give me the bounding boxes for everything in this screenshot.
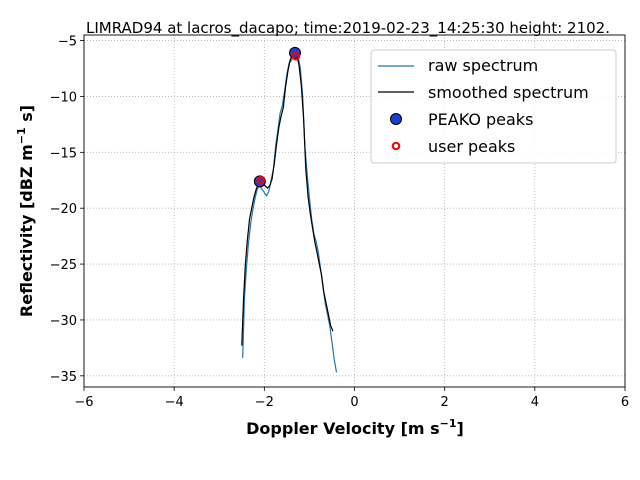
x-axis-label-end: ] — [457, 419, 464, 438]
legend-peako-peaks-swatch — [390, 113, 402, 125]
legend-peako-peaks-label: PEAKO peaks — [428, 110, 533, 129]
smoothed-spectrum-line — [241, 52, 334, 346]
x-tick-label: 0 — [350, 395, 358, 410]
x-tick-label: 4 — [531, 395, 539, 410]
y-tick-label: −30 — [50, 314, 77, 329]
x-axis-label-sup: −1 — [440, 417, 457, 430]
legend-user-peaks-swatch — [391, 141, 401, 151]
x-tick-label: 6 — [621, 395, 629, 410]
y-axis-label-sup: −1 — [15, 127, 28, 144]
x-tick-label: −6 — [74, 395, 93, 410]
y-axis-label-end: s] — [17, 105, 36, 127]
user-peaks-point — [291, 51, 301, 61]
y-tick-label: −15 — [50, 146, 77, 161]
y-tick-label: −10 — [50, 90, 77, 105]
y-tick-label: −35 — [50, 370, 77, 385]
legend-smoothed-spectrum-label: smoothed spectrum — [428, 83, 589, 102]
y-tick-label: −20 — [50, 202, 77, 217]
x-tick-label: −4 — [165, 395, 184, 410]
ticks: −6 −4 −2 0 2 4 6−35−30−25−20−15−10−5 — [50, 35, 630, 410]
x-axis-label: Doppler Velocity [m s−1] — [246, 417, 464, 438]
x-tick-label: 2 — [441, 395, 449, 410]
y-axis-label: Reflectivity [dBZ m−1 s] — [15, 105, 36, 317]
y-tick-label: −25 — [50, 258, 77, 273]
legend-box — [370, 49, 617, 164]
series-layer — [241, 46, 338, 373]
legend-raw-spectrum-label: raw spectrum — [428, 56, 538, 75]
legend-user-peaks-label: user peaks — [428, 137, 515, 156]
x-tick-label: −2 — [255, 395, 274, 410]
legend: raw spectrum smoothed spectrum PEAKO pea… — [370, 49, 617, 164]
y-tick-label: −5 — [58, 35, 77, 50]
chart-title: LIMRAD94 at lacros_dacapo; time:2019-02-… — [86, 19, 610, 38]
user-peaks-point — [256, 175, 266, 185]
